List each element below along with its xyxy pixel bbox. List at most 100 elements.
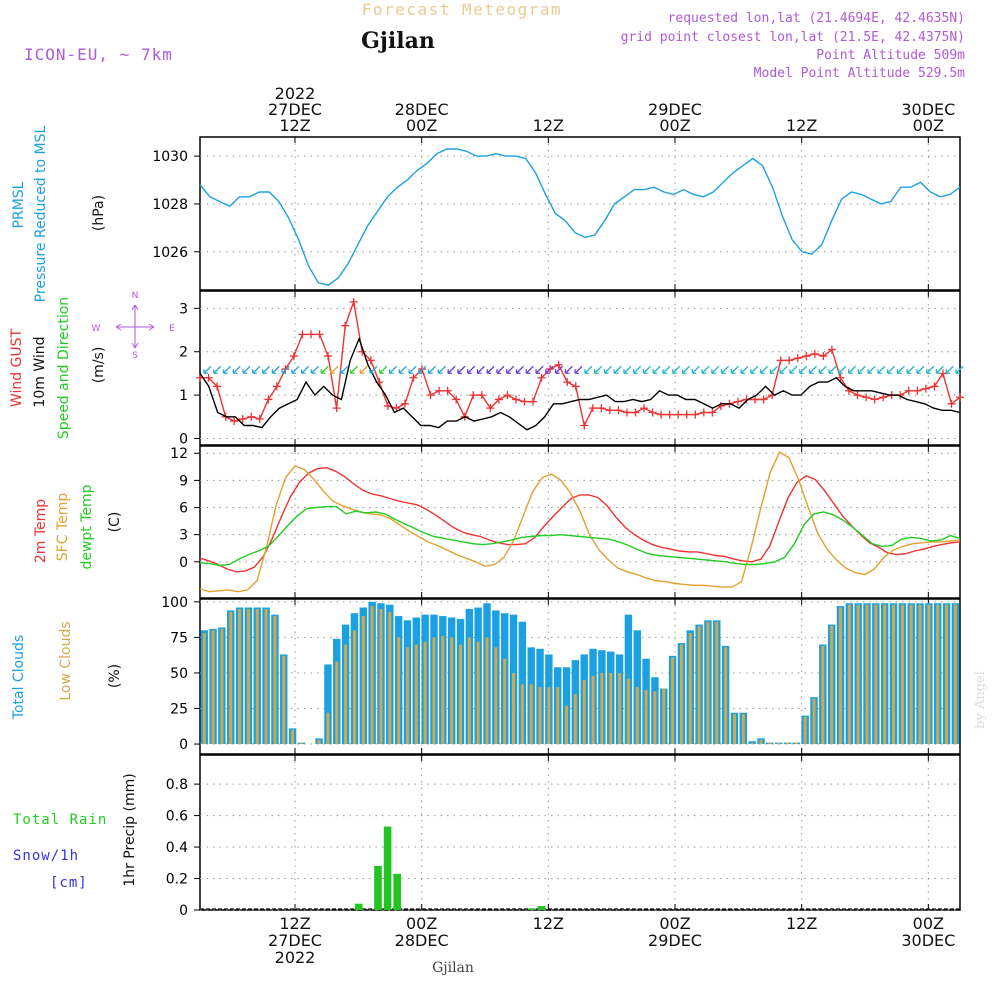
- low-clouds-bar: [635, 687, 639, 745]
- precip-panel-labels: Total Rain Snow/1h [cm] 1hr Precip (mm): [13, 773, 138, 891]
- bottom-time-label: 2022: [275, 948, 316, 967]
- low-clouds-bar: [494, 647, 498, 745]
- top-time-label: 28DEC: [395, 100, 449, 119]
- total-clouds-bar: [324, 664, 332, 745]
- gust-marker: [580, 421, 589, 430]
- plot-layer: 1026102810300123036912025507510000.20.40…: [152, 84, 964, 967]
- wind-direction-arrow: [261, 365, 271, 374]
- panel-frame-pressure: [199, 136, 961, 291]
- low-clouds-bar: [777, 742, 781, 745]
- low-clouds-bar: [335, 661, 339, 745]
- gust-marker: [810, 349, 819, 358]
- wind-direction-arrow: [926, 365, 935, 374]
- wind-direction-arrow: [388, 365, 398, 374]
- low-clouds-bar: [830, 626, 834, 745]
- low-clouds-bar: [467, 637, 471, 745]
- gust-marker: [588, 404, 597, 413]
- wind-direction-arrow: [740, 365, 749, 374]
- gust-marker: [640, 404, 649, 413]
- meteogram-subtitle: Forecast Meteogram: [362, 0, 562, 19]
- wind-direction-arrow: [525, 365, 534, 374]
- rain-bar: [393, 873, 402, 910]
- wind-direction-arrow: [427, 365, 437, 374]
- low-clouds-bar: [582, 680, 586, 745]
- gust-marker: [418, 365, 427, 374]
- gust-marker: [409, 373, 418, 382]
- gust-marker: [272, 382, 281, 391]
- low-clouds-bar: [264, 608, 268, 745]
- low-clouds-bar: [927, 604, 931, 745]
- top-time-label: 00Z: [406, 116, 437, 135]
- grid-point-coords: grid point closest lon,lat (21.5E, 42.43…: [621, 30, 965, 45]
- wind-direction-arrow: [496, 365, 505, 374]
- credit-watermark: by Angel: [973, 671, 988, 729]
- low-clouds-bar: [812, 698, 816, 745]
- y-tick-label: 12: [170, 446, 188, 462]
- wind-direction-arrow: [330, 365, 339, 374]
- low-clouds-bar: [538, 687, 542, 745]
- y-tick-label: 1030: [152, 149, 188, 165]
- wind-direction-arrow: [838, 365, 847, 374]
- gust-marker: [870, 395, 879, 404]
- low-clouds-bar: [397, 637, 401, 745]
- low-clouds-bar: [220, 628, 224, 745]
- low-clouds-bar: [821, 645, 825, 745]
- low-clouds-bar: [565, 705, 569, 745]
- low-clouds-bar: [591, 675, 595, 745]
- gust-marker: [605, 406, 614, 415]
- prmsl-label: PRMSL: [11, 181, 27, 228]
- gust-marker: [511, 395, 520, 404]
- y-tick-label: 0.4: [166, 840, 188, 856]
- low-clouds-bar: [344, 644, 348, 745]
- temp-sfc-label: SFC Temp: [55, 493, 71, 562]
- gust-marker: [213, 382, 222, 391]
- wind-direction-arrow: [662, 365, 671, 374]
- wind-direction-arrow: [281, 365, 290, 374]
- wind-gust-label: Wind GUST: [9, 328, 25, 407]
- point-altitude: Point Altitude 509m: [816, 48, 965, 63]
- gust-marker: [238, 414, 247, 423]
- series-line-2m-temp: [199, 466, 961, 573]
- wind-direction-arrow: [720, 365, 730, 374]
- gust-marker: [682, 410, 691, 419]
- gust-marker: [776, 356, 785, 365]
- low-clouds-bar: [512, 672, 516, 745]
- gust-marker: [563, 378, 572, 387]
- wind-direction-arrow: [310, 365, 319, 374]
- precip-unit-label: 1hr Precip (mm): [122, 773, 138, 886]
- wind-panel-labels: Wind GUST 10m Wind Speed and Direction (…: [9, 291, 175, 439]
- wind-direction-arrow: [623, 365, 632, 374]
- low-clouds-bar: [724, 647, 728, 745]
- wind-direction-arrow: [232, 365, 241, 374]
- top-time-label: 30DEC: [901, 100, 955, 119]
- wind-direction-arrow: [847, 365, 857, 374]
- gust-marker: [947, 399, 956, 408]
- gust-marker: [307, 330, 316, 339]
- compass-rose: N S W E: [92, 291, 176, 361]
- compass-west: W: [92, 324, 101, 334]
- series-line-10m-wind: [199, 336, 961, 431]
- low-clouds-bar: [282, 655, 286, 745]
- y-tick-label: 1: [179, 388, 188, 404]
- snow-label: Snow/1h: [13, 848, 79, 864]
- wind-direction-arrow: [222, 365, 231, 374]
- wind-direction-arrow: [242, 365, 251, 374]
- y-tick-label: 0: [179, 431, 188, 447]
- low-clouds-bar: [715, 621, 719, 745]
- gust-marker: [733, 397, 742, 406]
- wind-direction-arrow: [271, 365, 280, 374]
- panel-frame-clouds: [199, 598, 961, 755]
- low-clouds-bar: [441, 635, 445, 745]
- low-clouds-bar: [750, 742, 754, 745]
- panel-frame-wind: [199, 290, 961, 446]
- low-clouds-bar: [785, 742, 789, 745]
- gust-marker: [785, 356, 794, 365]
- temp-unit-label: (C): [107, 512, 123, 533]
- gust-marker: [366, 356, 375, 365]
- top-time-label: 00Z: [913, 116, 944, 135]
- wind-direction-arrow: [476, 365, 485, 374]
- low-clouds-bar: [388, 611, 392, 745]
- wind-direction-arrow: [857, 365, 866, 374]
- gust-marker: [708, 408, 717, 417]
- wind-direction-arrow: [633, 365, 642, 374]
